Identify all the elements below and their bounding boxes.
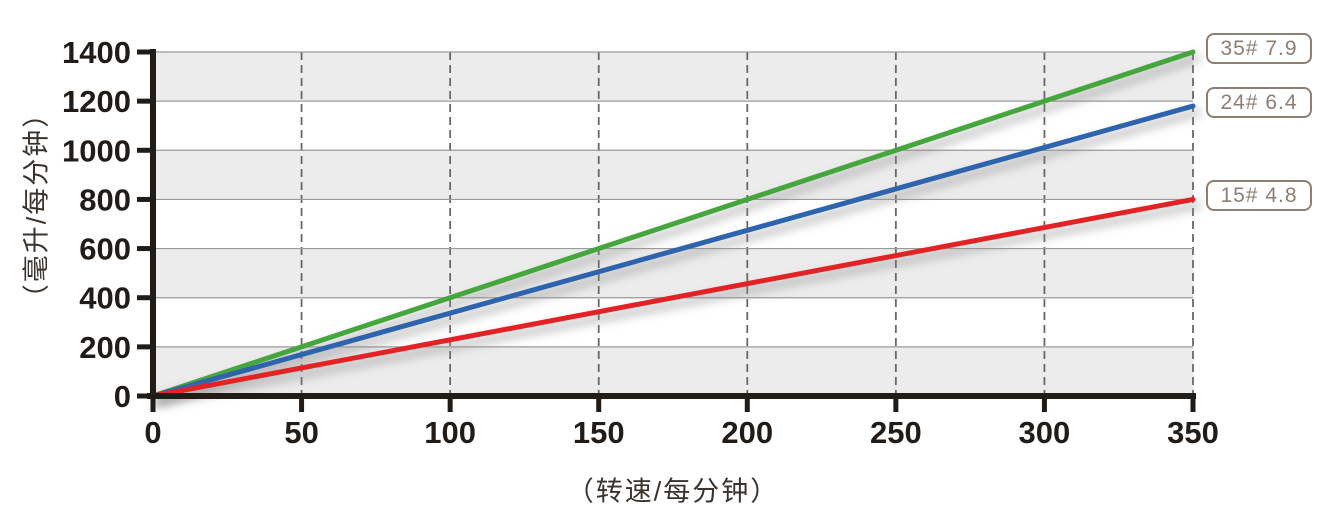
y-tick-label: 800 bbox=[79, 182, 131, 217]
x-tick-label: 150 bbox=[573, 415, 625, 450]
y-tick-label: 1400 bbox=[62, 35, 131, 70]
plot-band bbox=[153, 346, 1193, 396]
x-tick-label: 50 bbox=[284, 415, 318, 450]
y-tick-label: 1000 bbox=[62, 133, 131, 168]
y-tick-label: 600 bbox=[79, 232, 131, 267]
y-axis-title: （毫升/每分钟） bbox=[21, 98, 52, 312]
y-tick-label: 1200 bbox=[62, 84, 131, 119]
y-tick-label: 200 bbox=[79, 330, 131, 365]
series-line-35 bbox=[150, 49, 1196, 399]
series-label-35: 35# 7.9 bbox=[1206, 33, 1312, 64]
y-tick-label: 0 bbox=[114, 379, 131, 414]
x-tick-label: 100 bbox=[424, 415, 476, 450]
series-line-24 bbox=[150, 103, 1196, 399]
x-tick-label: 0 bbox=[144, 415, 161, 450]
plot-band bbox=[153, 150, 1193, 200]
x-tick-label: 300 bbox=[1019, 415, 1071, 450]
series-label-24: 24# 6.4 bbox=[1206, 87, 1312, 119]
y-tick-label: 400 bbox=[79, 281, 131, 316]
x-tick-label: 250 bbox=[870, 415, 922, 450]
x-axis-title: （转速/每分钟） bbox=[566, 476, 780, 507]
x-tick-label: 350 bbox=[1167, 415, 1219, 450]
plot-band bbox=[153, 248, 1193, 298]
x-tick-label: 200 bbox=[721, 415, 773, 450]
series-label-15: 15# 4.8 bbox=[1206, 180, 1312, 212]
series-line-15 bbox=[150, 196, 1196, 399]
plot-band bbox=[153, 52, 1193, 102]
